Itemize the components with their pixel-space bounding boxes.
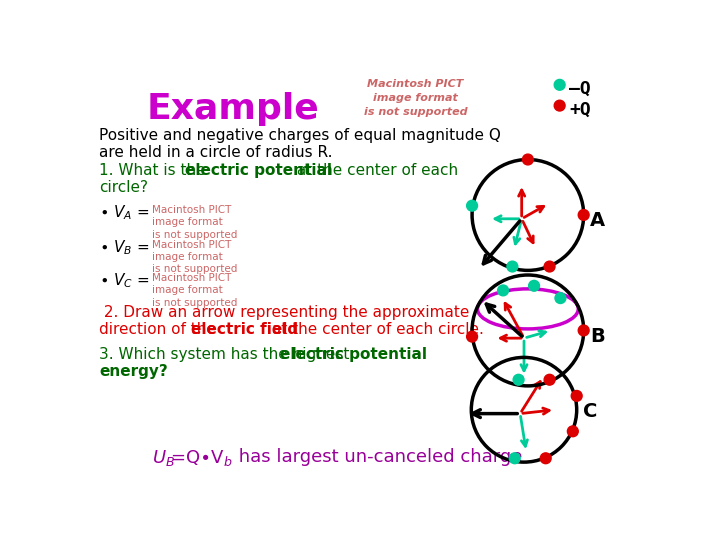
Text: Example: Example <box>147 92 320 126</box>
Circle shape <box>571 390 582 401</box>
Text: 1. What is the: 1. What is the <box>99 164 211 178</box>
Text: 3. Which system has the highest: 3. Which system has the highest <box>99 347 354 362</box>
Circle shape <box>467 331 477 342</box>
Circle shape <box>467 200 477 211</box>
Text: B: B <box>590 327 605 346</box>
Text: $\bullet$ $V_C$ =: $\bullet$ $V_C$ = <box>99 271 150 290</box>
Circle shape <box>523 154 534 165</box>
Text: circle?: circle? <box>99 180 148 195</box>
Text: has largest un-canceled charge: has largest un-canceled charge <box>233 449 523 467</box>
Circle shape <box>540 453 551 464</box>
Circle shape <box>513 374 524 385</box>
Text: electric potential: electric potential <box>280 347 427 362</box>
Text: +Q: +Q <box>569 101 590 119</box>
Text: Positive and negative charges of equal magnitude Q: Positive and negative charges of equal m… <box>99 128 501 143</box>
Circle shape <box>555 293 566 303</box>
Text: Macintosh PICT
image format
is not supported: Macintosh PICT image format is not suppo… <box>364 79 467 117</box>
Text: Macintosh PICT
image format
is not supported: Macintosh PICT image format is not suppo… <box>152 205 238 240</box>
Text: Macintosh PICT
image format
is not supported: Macintosh PICT image format is not suppo… <box>152 273 238 307</box>
Circle shape <box>578 325 589 336</box>
Text: A: A <box>590 212 605 231</box>
Text: $\bullet$ $V_B$ =: $\bullet$ $V_B$ = <box>99 238 150 256</box>
Text: $\mathit{U_B}$: $\mathit{U_B}$ <box>152 448 175 468</box>
Text: –Q: –Q <box>569 80 590 98</box>
Circle shape <box>544 261 555 272</box>
Circle shape <box>528 280 539 291</box>
Circle shape <box>567 426 578 437</box>
Circle shape <box>509 453 520 464</box>
Text: electric potential: electric potential <box>185 164 333 178</box>
Circle shape <box>507 261 518 272</box>
Text: C: C <box>583 402 598 421</box>
Text: electric field: electric field <box>191 322 298 337</box>
Circle shape <box>578 210 589 220</box>
Text: at the center of each circle.: at the center of each circle. <box>267 322 485 337</box>
Text: energy?: energy? <box>99 363 168 379</box>
Circle shape <box>554 100 565 111</box>
Circle shape <box>544 374 555 385</box>
Text: direction of the: direction of the <box>99 322 221 337</box>
Text: 2. Draw an arrow representing the approximate: 2. Draw an arrow representing the approx… <box>99 305 469 320</box>
Circle shape <box>554 79 565 90</box>
Text: Macintosh PICT
image format
is not supported: Macintosh PICT image format is not suppo… <box>152 240 238 274</box>
Text: =Q$\bullet$V$_b$: =Q$\bullet$V$_b$ <box>170 448 233 468</box>
Text: are held in a circle of radius R.: are held in a circle of radius R. <box>99 145 333 160</box>
Circle shape <box>498 285 508 296</box>
Text: at the center of each: at the center of each <box>292 164 458 178</box>
Text: $\bullet$ $V_A$ =: $\bullet$ $V_A$ = <box>99 204 150 222</box>
